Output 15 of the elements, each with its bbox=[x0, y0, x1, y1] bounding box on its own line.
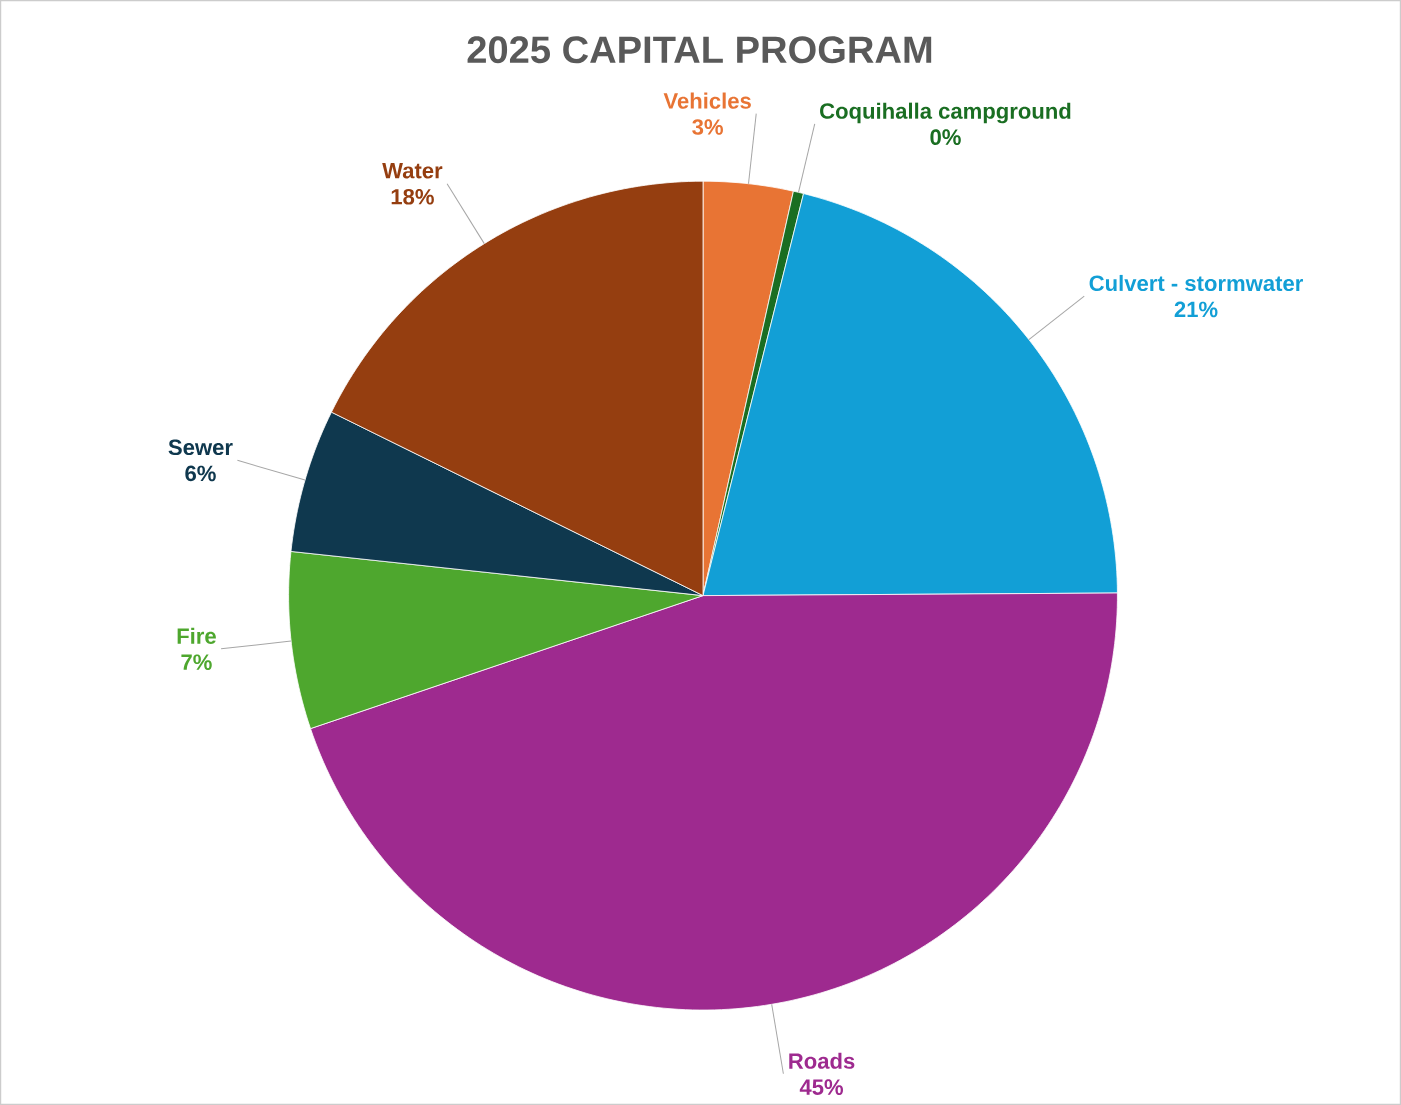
slice-label: Sewer bbox=[168, 439, 233, 456]
data-label: 3% bbox=[692, 119, 723, 135]
data-label: 21% bbox=[1174, 301, 1218, 318]
data-label: 7% bbox=[181, 654, 212, 670]
chart-title: 2025 CAPITAL PROGRAM bbox=[467, 36, 932, 64]
data-label: 45% bbox=[799, 1079, 844, 1095]
slice-label: Water bbox=[382, 163, 443, 179]
slice-label: Vehicles bbox=[663, 92, 751, 109]
slice-label: Roads bbox=[789, 1052, 855, 1069]
slice-label: Coquihalla campground bbox=[820, 102, 1071, 124]
slice-label: Culvert - stormwater bbox=[1089, 274, 1303, 292]
data-label: 6% bbox=[185, 465, 216, 482]
slice-label: Fire bbox=[177, 627, 216, 644]
data-label: 18% bbox=[391, 188, 434, 205]
data-label: 0% bbox=[930, 129, 961, 145]
